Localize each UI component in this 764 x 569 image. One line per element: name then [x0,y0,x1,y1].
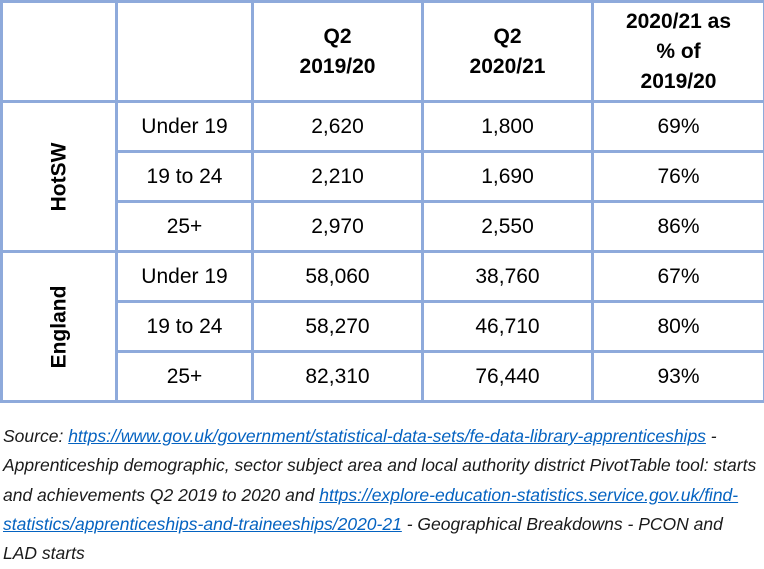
source-text-1: - Apprenticeship demographic, sector sub… [3,426,757,505]
header-pct-line1: 2020/21 as [625,9,732,33]
source-link-explore-education-statistics[interactable]: https://explore-education-statistics.ser… [3,484,739,534]
table-row: England Under 19 58,060 38,760 67% [0,250,764,403]
age-cell: 19 to 24 [115,300,254,353]
data-table-container: Q2 2019/20 Q2 2020/21 2020/21 as % of 20… [0,0,764,403]
region-label: HotSW [46,142,70,211]
source-prefix: Source: [3,426,69,446]
region-cell-hotsw: HotSW [0,100,118,253]
source-note: Source: https://www.gov.uk/government/st… [3,422,761,568]
age-cell: Under 19 [115,250,254,303]
q2-2020-21-cell: 2,550 [421,200,594,253]
header-q2-2019-20-line2: 2019/20 [299,54,376,78]
table-row: HotSW Under 19 2,620 1,800 69% [0,100,764,253]
q2-2020-21-cell: 46,710 [421,300,594,353]
header-blank-age [115,0,254,103]
header-row: Q2 2019/20 Q2 2020/21 2020/21 as % of 20… [0,0,764,103]
table-row: 25+ 2,970 2,550 86% [2,200,764,253]
header-q2-2019-20-line1: Q2 [323,24,352,48]
header-pct: 2020/21 as % of 2019/20 [591,0,764,103]
age-cell: 25+ [115,350,254,403]
header-q2-2020-21: Q2 2020/21 [421,0,594,103]
header-pct-line2: % of [656,39,701,63]
q2-2020-21-cell: 38,760 [421,250,594,303]
region-label: England [47,285,70,368]
q2-2019-20-cell: 2,210 [251,150,424,203]
q2-2019-20-cell: 82,310 [251,350,424,403]
age-cell: Under 19 [115,100,254,153]
pct-cell: 69% [591,100,764,153]
header-blank-region [0,0,118,103]
pct-cell: 93% [591,350,764,403]
apprenticeship-starts-table: Q2 2019/20 Q2 2020/21 2020/21 as % of 20… [0,0,764,403]
q2-2020-21-cell: 1,690 [421,150,594,203]
table-row: 25+ 82,310 76,440 93% [2,350,764,403]
pct-cell: 80% [591,300,764,353]
q2-2019-20-cell: 58,060 [251,250,424,303]
q2-2020-21-cell: 76,440 [421,350,594,403]
q2-2020-21-cell: 1,800 [421,100,594,153]
pct-cell: 86% [591,200,764,253]
age-cell: 25+ [115,200,254,253]
header-q2-2019-20: Q2 2019/20 [251,0,424,103]
table-row: 19 to 24 58,270 46,710 80% [2,300,764,353]
q2-2019-20-cell: 2,620 [251,100,424,153]
source-link-fe-data-library[interactable]: https://www.gov.uk/government/statistica… [68,426,706,446]
header-pct-line3: 2019/20 [640,69,717,93]
pct-cell: 76% [591,150,764,203]
q2-2019-20-cell: 58,270 [251,300,424,353]
pct-cell: 67% [591,250,764,303]
q2-2019-20-cell: 2,970 [251,200,424,253]
age-cell: 19 to 24 [115,150,254,203]
table-row: 19 to 24 2,210 1,690 76% [2,150,764,203]
header-q2-2020-21-line1: Q2 [493,24,522,48]
region-cell-england: England [0,250,118,403]
header-q2-2020-21-line2: 2020/21 [469,54,546,78]
source-text-2: - Geographical Breakdowns - PCON and LAD… [3,513,723,564]
